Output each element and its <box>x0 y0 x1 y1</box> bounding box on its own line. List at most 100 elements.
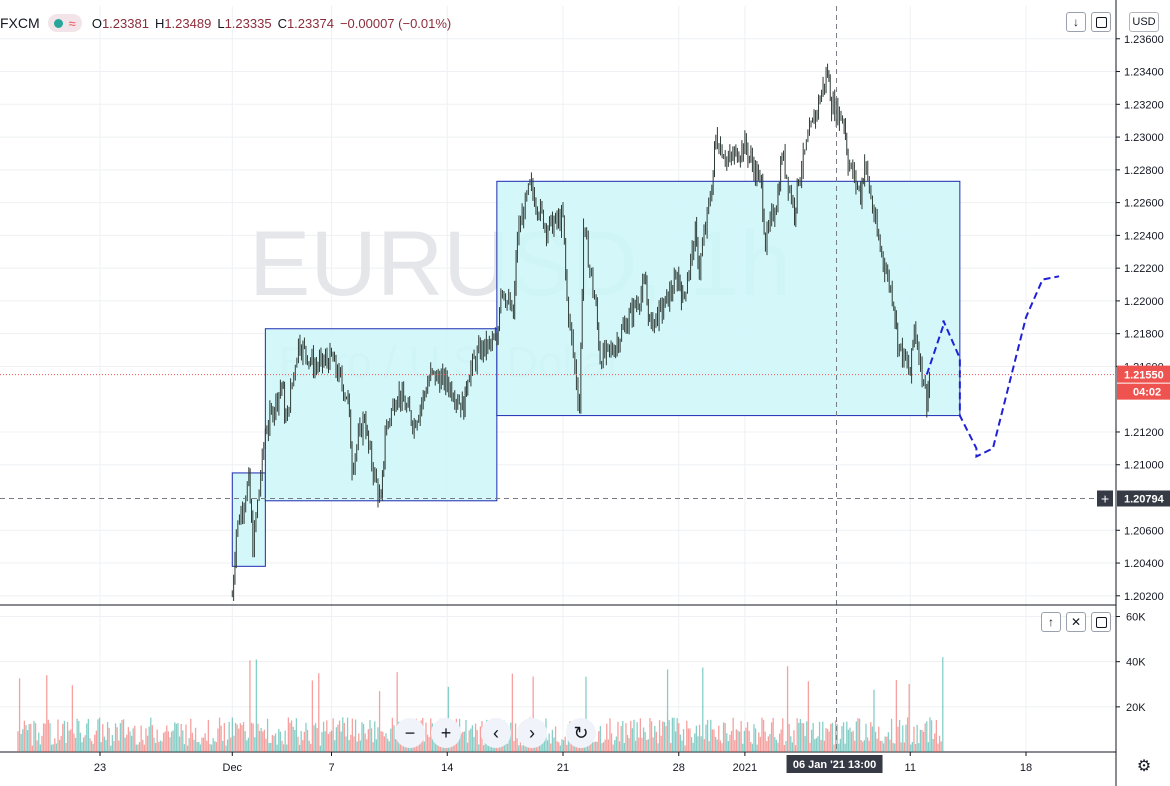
scroll-left-button[interactable]: ‹ <box>481 718 511 748</box>
volume-bar <box>103 736 106 752</box>
volume-bar <box>796 718 798 752</box>
time-tick-label: 11 <box>905 762 916 774</box>
volume-bar <box>548 733 550 752</box>
volume-bar <box>679 734 682 752</box>
volume-bar <box>342 717 344 752</box>
volume-bar <box>612 744 614 752</box>
volume-bar <box>838 743 840 752</box>
volume-bar <box>105 740 107 752</box>
move-down-button[interactable]: ↓ <box>1066 12 1086 32</box>
volume-bar <box>934 733 936 752</box>
scroll-right-button[interactable]: › <box>517 718 547 748</box>
volume-bar <box>623 743 626 752</box>
plus-icon: + <box>440 722 452 743</box>
volume-bar <box>903 742 906 752</box>
volume-bar <box>388 741 390 752</box>
volume-bar <box>159 740 162 752</box>
volume-bar <box>252 723 254 752</box>
crosshair-time-badge <box>786 755 883 773</box>
volume-bar <box>663 722 666 752</box>
volume-bar <box>871 726 874 752</box>
volume-bar <box>540 743 542 752</box>
volume-bar <box>860 740 862 752</box>
volume-bar <box>239 723 242 752</box>
volume-bar <box>898 719 901 752</box>
volume-bar <box>46 675 48 752</box>
currency-button[interactable]: USD <box>1129 12 1159 32</box>
volume-maximize-button[interactable] <box>1091 612 1111 632</box>
volume-bar <box>302 740 304 752</box>
volume-bar <box>743 730 746 752</box>
volume-bar <box>466 742 469 752</box>
volume-bar <box>518 745 520 752</box>
volume-bar <box>543 737 546 752</box>
volume-bar <box>231 717 234 752</box>
volume-bar <box>402 742 405 752</box>
volume-bar <box>372 742 374 752</box>
volume-bar <box>281 740 283 752</box>
volume-bar <box>801 723 803 752</box>
maximize-pane-button[interactable] <box>1091 12 1111 32</box>
volume-bar <box>524 742 526 752</box>
volume-bar <box>394 738 397 752</box>
volume-bar <box>55 743 58 752</box>
volume-bar <box>17 731 19 752</box>
volume-bar <box>340 731 342 752</box>
volume-bar <box>185 724 187 752</box>
volume-bar <box>249 660 251 752</box>
volume-move-up-button[interactable]: ↑ <box>1041 612 1061 632</box>
current-price-badge <box>1117 365 1170 383</box>
volume-bar <box>196 741 198 752</box>
volume-bar <box>308 740 310 752</box>
volume-bar <box>727 741 730 752</box>
volume-bar <box>510 722 512 752</box>
zoom-in-button[interactable]: + <box>431 718 461 748</box>
volume-bar <box>550 743 552 752</box>
volume-tick-label: 60K <box>1126 612 1146 624</box>
symbol-label[interactable]: FXCM <box>0 15 40 31</box>
volume-bar <box>839 738 842 752</box>
volume-bar <box>292 726 294 752</box>
volume-bar <box>636 722 638 752</box>
volume-bar <box>866 737 869 752</box>
volume-bar <box>786 666 789 752</box>
volume-bar <box>164 731 166 752</box>
volume-bar <box>158 742 160 752</box>
market-status-badge[interactable]: ≈ <box>47 14 82 32</box>
volume-bar <box>924 723 926 752</box>
volume-bar <box>215 741 218 752</box>
reset-chart-button[interactable]: ↻ <box>566 718 596 748</box>
ohlc-low: L1.23335 <box>217 15 272 31</box>
volume-bar <box>818 721 821 752</box>
volume-bar <box>753 724 755 752</box>
zoom-out-button[interactable]: − <box>395 718 425 748</box>
volume-bar <box>174 722 176 752</box>
volume-bar <box>383 736 386 752</box>
volume-close-button[interactable]: ✕ <box>1066 612 1086 632</box>
volume-bar <box>242 722 245 752</box>
volume-bar <box>143 744 146 752</box>
volume-bar <box>777 742 779 752</box>
volume-bar <box>327 734 330 752</box>
volume-bar <box>919 729 922 752</box>
volume-bar <box>351 718 354 752</box>
volume-bar <box>554 726 557 752</box>
volume-bar <box>44 723 46 752</box>
volume-bar <box>558 742 560 752</box>
time-tick-label: 2021 <box>733 762 757 774</box>
volume-bar <box>426 734 429 752</box>
volume-bar <box>49 723 51 752</box>
time-tick-label: 14 <box>441 762 453 774</box>
settings-button[interactable]: ⚙ <box>1135 757 1153 775</box>
volume-bar <box>241 725 243 752</box>
volume-bar <box>615 736 618 752</box>
volume-bar <box>191 732 194 752</box>
volume-bar <box>618 741 621 752</box>
volume-bar <box>89 738 91 752</box>
volume-bar <box>702 667 704 752</box>
volume-bar <box>478 744 480 752</box>
volume-bar <box>738 731 741 752</box>
volume-bar <box>122 719 125 752</box>
volume-bar <box>209 744 211 752</box>
